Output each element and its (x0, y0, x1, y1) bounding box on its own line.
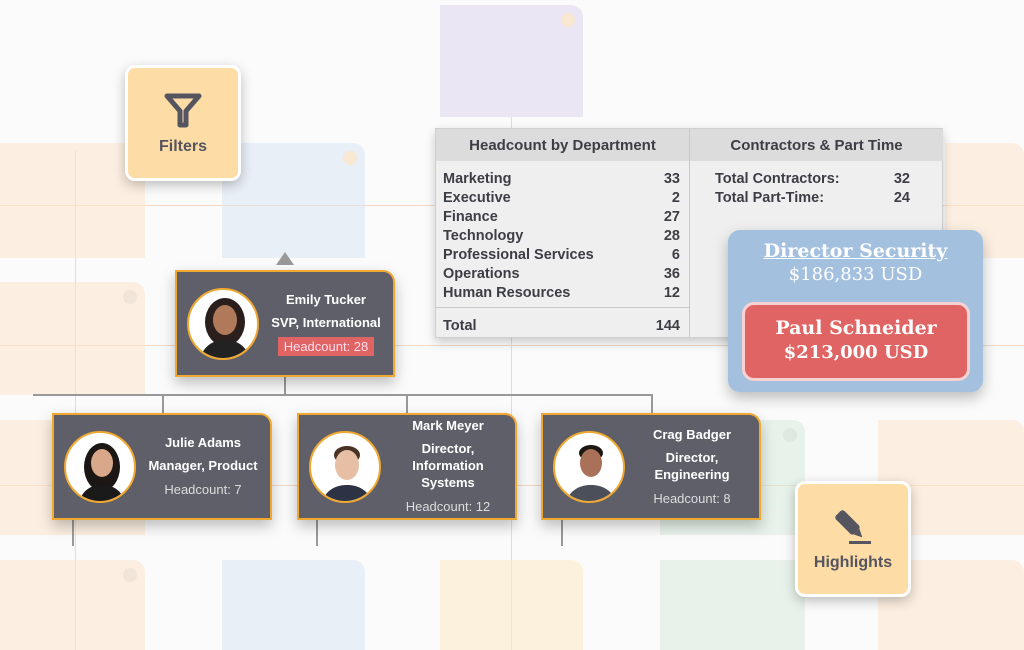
bg-line (0, 345, 1024, 346)
bg-card (0, 143, 145, 258)
dept-count: 2 (671, 190, 680, 206)
expand-up-arrow-icon[interactable] (276, 252, 294, 265)
dept-name: Human Resources (443, 285, 571, 301)
dept-row: Finance 27 (443, 208, 680, 227)
dept-name: Technology (443, 228, 524, 244)
connector (162, 394, 164, 413)
contractors-header: Contractors & Part Time (690, 129, 943, 161)
connector (406, 394, 408, 413)
dept-name: Executive (443, 190, 511, 206)
person-name: Mark Meyer (412, 418, 484, 433)
dept-name: Finance (443, 209, 498, 225)
org-card[interactable]: Crag Badger Director, Engineering Headcoun… (541, 413, 761, 520)
highlights-label: Highlights (813, 554, 893, 571)
contractor-value: 32 (893, 171, 910, 187)
headcount-label: Headcount: 12 (405, 499, 491, 514)
bg-card (222, 560, 365, 650)
dept-count: 6 (671, 247, 680, 263)
headcount-label: Headcount: 7 (164, 482, 242, 497)
divider (689, 129, 690, 337)
filters-label: Filters (158, 138, 207, 155)
bg-card (0, 560, 145, 650)
org-card[interactable]: Mark Meyer Director, Information Systems H… (297, 413, 517, 520)
highlights-button[interactable]: Highlights (795, 481, 911, 597)
salary-comparison-card: Director Security $186,833 USD Paul Schn… (728, 230, 983, 392)
org-card[interactable]: Julie Adams Manager, Product Headcount: 7 (52, 413, 272, 520)
total-row: Total 144 (443, 317, 680, 336)
contractor-label: Total Contractors: (715, 171, 840, 187)
dept-row: Human Resources 12 (443, 284, 680, 303)
org-card-root[interactable]: Emily Tucker SVP, International Headcount:… (175, 270, 395, 377)
filter-icon (164, 93, 202, 128)
dept-count: 12 (663, 285, 680, 301)
person-title: SVP, International (271, 315, 381, 330)
person-name: Paul Schneider (775, 317, 937, 339)
contractor-row: Total Contractors: 32 (715, 170, 910, 189)
connector (316, 520, 318, 546)
dept-row: Technology 28 (443, 227, 680, 246)
contractor-label: Total Part-Time: (715, 190, 825, 206)
connector (72, 520, 74, 546)
total-value: 144 (655, 318, 680, 334)
dept-name: Marketing (443, 171, 512, 187)
dept-row: Professional Services 6 (443, 246, 680, 265)
total-label: Total (443, 318, 477, 334)
bg-card (440, 560, 583, 650)
dept-count: 27 (663, 209, 680, 225)
dept-name: Operations (443, 266, 520, 282)
connector (651, 394, 653, 413)
dept-count: 33 (663, 171, 680, 187)
divider (436, 307, 689, 308)
person-name: Crag Badger (652, 426, 732, 442)
headcount-badge: Headcount: 28 (277, 337, 375, 356)
bg-card (660, 560, 805, 650)
bg-card (222, 143, 365, 258)
connector (561, 520, 563, 546)
avatar (187, 287, 259, 360)
bg-card (0, 282, 145, 395)
avatar (553, 430, 625, 503)
bg-line (511, 117, 512, 650)
person-title: Director, Information Systems (412, 441, 484, 490)
contractor-list: Total Contractors: 32 Total Part-Time: 24 (715, 170, 910, 208)
person-salary: $213,000 USD (783, 342, 929, 363)
department-list: Marketing 33 Executive 2 Finance 27 Technol… (443, 170, 680, 303)
person-title: Director, Engineering (654, 449, 730, 482)
bg-card (440, 5, 583, 117)
connector (33, 394, 653, 396)
person-name: Emily Tucker (286, 292, 366, 307)
avatar (309, 430, 381, 503)
role-salary: $186,833 USD (788, 264, 923, 285)
contractor-value: 24 (893, 190, 910, 206)
person-salary-card: Paul Schneider $213,000 USD (742, 302, 970, 381)
person-title: Manager, Product (148, 458, 258, 473)
dept-row: Executive 2 (443, 189, 680, 208)
avatar (64, 430, 136, 503)
dept-count: 36 (663, 266, 680, 282)
headcount-header: Headcount by Department (436, 129, 689, 161)
person-name: Julie Adams (164, 435, 242, 450)
dept-count: 28 (663, 228, 680, 244)
filters-button[interactable]: Filters (125, 65, 241, 181)
dept-row: Marketing 33 (443, 170, 680, 189)
highlighter-icon (835, 510, 871, 544)
contractor-row: Total Part-Time: 24 (715, 189, 910, 208)
connector (284, 377, 286, 395)
bg-line (75, 150, 76, 650)
dept-row: Operations 36 (443, 265, 680, 284)
headcount-label: Headcount: 8 (653, 490, 731, 506)
dept-name: Professional Services (443, 247, 594, 263)
role-title[interactable]: Director Security (763, 240, 948, 262)
